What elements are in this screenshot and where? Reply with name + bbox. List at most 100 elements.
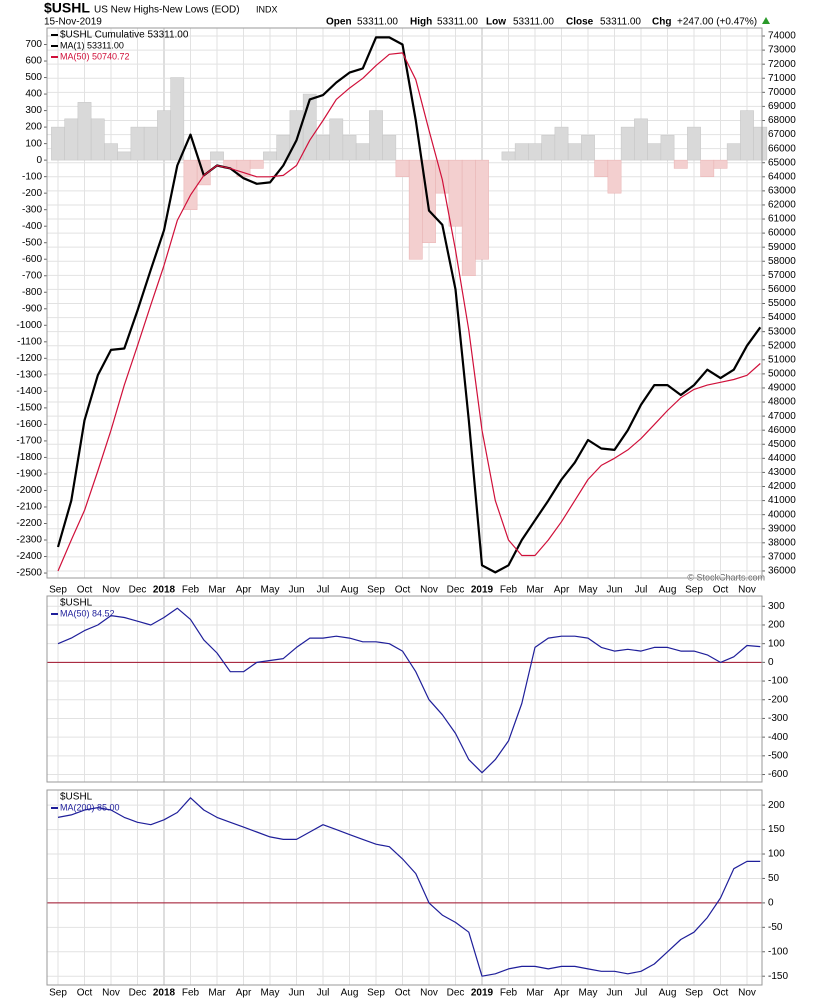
x-tick-label: Oct bbox=[713, 585, 729, 596]
histogram-bar bbox=[740, 110, 754, 161]
legend-label: MA(50) 84.52 bbox=[60, 608, 115, 618]
histogram-bar bbox=[435, 159, 450, 194]
x-tick-label: Apr bbox=[236, 585, 252, 596]
legend-title: $USHL Cumulative 53311.00 bbox=[60, 30, 189, 41]
y-tick-label: 51000 bbox=[768, 354, 796, 365]
legend-title: $USHL bbox=[60, 598, 93, 609]
y-tick-label: 700 bbox=[25, 39, 42, 50]
watermark: © StockCharts.com bbox=[687, 572, 765, 582]
y-tick-label: 0 bbox=[768, 898, 774, 909]
y-tick-label: -400 bbox=[22, 221, 42, 232]
x-tick-label: Sep bbox=[367, 988, 385, 999]
histogram-bar bbox=[249, 159, 264, 169]
histogram-bar bbox=[753, 126, 768, 161]
x-tick-label: Aug bbox=[341, 988, 359, 999]
exchange: INDX bbox=[256, 4, 278, 14]
y-tick-label: 73000 bbox=[768, 45, 796, 56]
y-tick-label: -600 bbox=[768, 769, 788, 780]
x-tick-label: Oct bbox=[395, 988, 411, 999]
date: 15-Nov-2019 bbox=[44, 17, 102, 28]
y-tick-label: -1400 bbox=[16, 386, 42, 397]
y-tick-label: 66000 bbox=[768, 143, 796, 154]
x-tick-label: Jun bbox=[288, 585, 304, 596]
y-tick-label: 300 bbox=[768, 601, 785, 612]
histogram-bar bbox=[461, 159, 476, 276]
y-tick-label: 64000 bbox=[768, 171, 796, 182]
y-tick-label: 100 bbox=[768, 849, 785, 860]
histogram-bar bbox=[528, 143, 542, 161]
histogram-bar bbox=[448, 159, 463, 227]
quote-label: Open bbox=[326, 17, 352, 28]
index-name: US New Highs-New Lows (EOD) bbox=[94, 5, 240, 16]
y-tick-label: 63000 bbox=[768, 186, 796, 197]
y-tick-label: 38000 bbox=[768, 537, 796, 548]
panel-frame bbox=[46, 27, 763, 579]
y-tick-label: 67000 bbox=[768, 129, 796, 140]
x-tick-label: Sep bbox=[685, 585, 703, 596]
histogram-bar bbox=[581, 135, 595, 161]
y-tick-label: -100 bbox=[768, 676, 788, 687]
y-tick-label: 60000 bbox=[768, 228, 796, 239]
y-tick-label: 200 bbox=[768, 620, 785, 631]
y-tick-label: 72000 bbox=[768, 59, 796, 70]
y-tick-label: 71000 bbox=[768, 73, 796, 84]
y-tick-label: -200 bbox=[768, 694, 788, 705]
y-tick-label: 58000 bbox=[768, 256, 796, 267]
histogram-bar bbox=[594, 159, 609, 177]
y-tick-label: 48000 bbox=[768, 397, 796, 408]
y-tick-label: 44000 bbox=[768, 453, 796, 464]
histogram-bar bbox=[64, 118, 79, 161]
y-tick-label: 69000 bbox=[768, 101, 796, 112]
x-tick-label: May bbox=[579, 585, 598, 596]
y-tick-label: 54000 bbox=[768, 312, 796, 323]
symbol: $USHL bbox=[44, 0, 90, 16]
y-tick-label: 600 bbox=[25, 56, 42, 67]
histogram-bar bbox=[369, 110, 383, 161]
y-tick-label: -2100 bbox=[16, 502, 42, 513]
x-tick-label: Sep bbox=[367, 585, 385, 596]
histogram-bar bbox=[183, 159, 198, 210]
panel: Sep Oct Nov Dec 2018 Feb Mar Apr May Jun Jul Aug Sep… bbox=[46, 789, 788, 999]
y-tick-label: 40000 bbox=[768, 509, 796, 520]
histogram-bar bbox=[541, 135, 556, 161]
x-tick-label: 2019 bbox=[471, 585, 494, 596]
quote-value: 53311.00 bbox=[600, 17, 641, 28]
y-tick-label: 100 bbox=[768, 638, 785, 649]
y-tick-label: 53000 bbox=[768, 326, 796, 337]
x-tick-label: Nov bbox=[738, 988, 756, 999]
x-tick-label: Nov bbox=[738, 585, 756, 596]
x-tick-label: 2019 bbox=[471, 988, 494, 999]
y-tick-label: 47000 bbox=[768, 411, 796, 422]
y-tick-label: 39000 bbox=[768, 523, 796, 534]
y-tick-label: -1300 bbox=[16, 369, 42, 380]
quote-value: 53311.00 bbox=[513, 17, 554, 28]
y-tick-label: 68000 bbox=[768, 115, 796, 126]
x-tick-label: Nov bbox=[102, 585, 120, 596]
y-tick-label: -700 bbox=[22, 270, 42, 281]
histogram-bar bbox=[130, 126, 145, 161]
x-tick-label: Oct bbox=[77, 585, 93, 596]
histogram-bar bbox=[687, 126, 701, 161]
y-tick-label: 61000 bbox=[768, 214, 796, 225]
quote-label: Low bbox=[486, 17, 506, 28]
y-tick-label: 70000 bbox=[768, 87, 796, 98]
x-tick-label: Feb bbox=[500, 585, 518, 596]
y-tick-label: 50000 bbox=[768, 369, 796, 380]
y-tick-label: -2400 bbox=[16, 551, 42, 562]
y-tick-label: 0 bbox=[36, 155, 42, 166]
x-tick-label: Jul bbox=[317, 988, 330, 999]
x-tick-label: Nov bbox=[102, 988, 120, 999]
y-tick-label: -400 bbox=[768, 732, 788, 743]
x-tick-label: Apr bbox=[554, 585, 570, 596]
y-tick-label: 52000 bbox=[768, 340, 796, 351]
y-tick-label: -900 bbox=[22, 303, 42, 314]
y-tick-label: -800 bbox=[22, 287, 42, 298]
panel-frame bbox=[46, 789, 763, 986]
y-tick-label: 56000 bbox=[768, 284, 796, 295]
histogram-bar bbox=[382, 135, 397, 161]
y-tick-label: -1900 bbox=[16, 469, 42, 480]
y-tick-label: 55000 bbox=[768, 298, 796, 309]
x-tick-label: May bbox=[261, 988, 280, 999]
y-tick-label: -500 bbox=[22, 237, 42, 248]
quote-value: 53311.00 bbox=[437, 17, 478, 28]
